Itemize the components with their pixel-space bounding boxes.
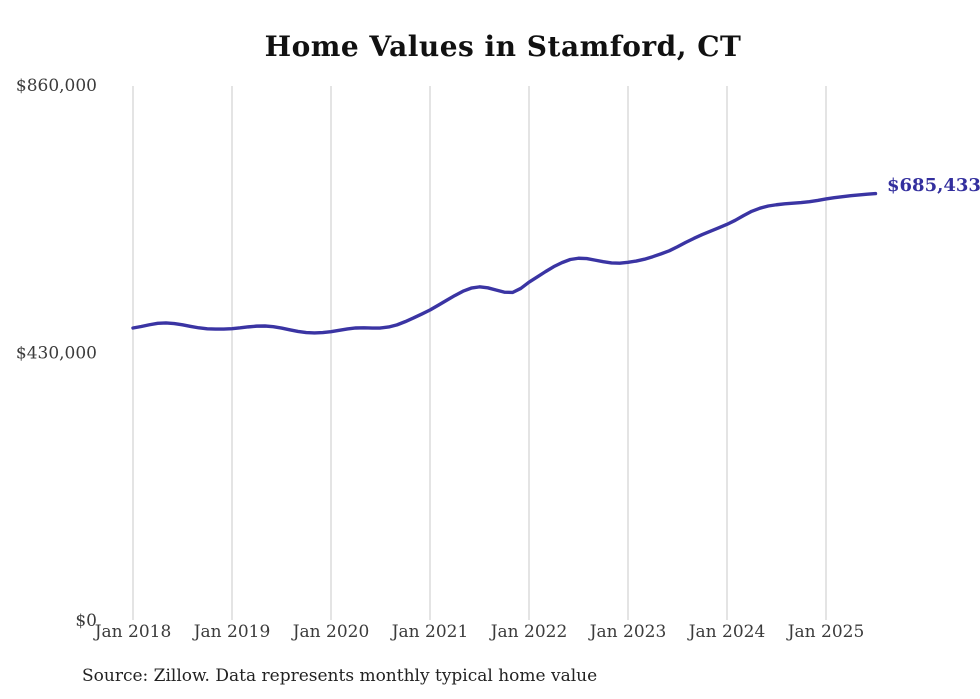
x-tick-label: Jan 2021 — [390, 622, 469, 642]
x-tick-label: Jan 2023 — [588, 622, 667, 642]
y-tick-label: $430,000 — [16, 344, 97, 364]
x-tick-label: Jan 2019 — [192, 622, 271, 642]
x-tick-label: Jan 2022 — [489, 622, 568, 642]
home-value-line — [131, 191, 878, 335]
y-tick-label: $0 — [75, 611, 97, 631]
x-tick-label: Jan 2018 — [93, 622, 172, 642]
x-tick-label: Jan 2020 — [291, 622, 370, 642]
source-note: Source: Zillow. Data represents monthly … — [82, 666, 598, 686]
chart-title: Home Values in Stamford, CT — [264, 30, 742, 63]
latest-value-label: $685,433 — [887, 175, 980, 196]
x-tick-label: Jan 2025 — [786, 622, 865, 642]
y-tick-label: $860,000 — [16, 76, 97, 96]
x-tick-label: Jan 2024 — [687, 622, 766, 642]
